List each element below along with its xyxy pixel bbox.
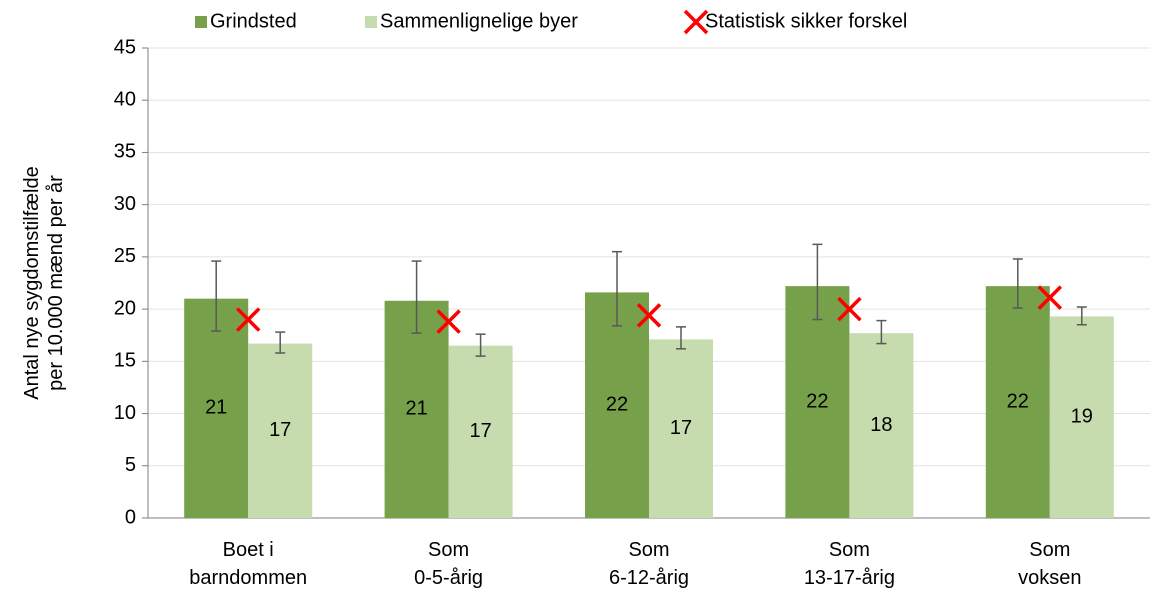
y-tick-label: 35 [114, 141, 136, 163]
y-tick-label: 5 [125, 454, 136, 476]
legend-label: Statistisk sikker forskel [705, 10, 907, 32]
x-tick-label: Boet i barndommen [189, 539, 307, 589]
legend-swatch [195, 16, 207, 28]
y-axis-title: Antal nye sygdomstilfælde per 10.000 mænd… [21, 166, 67, 399]
marker-stroke [636, 303, 662, 328]
value-label: 22 [606, 393, 628, 415]
y-tick-label: 30 [114, 193, 136, 215]
y-tick-label: 20 [114, 297, 136, 319]
y-tick-label: 0 [125, 506, 136, 528]
marker-stroke [1037, 285, 1063, 310]
significance-marker [636, 303, 662, 328]
significance-marker [1037, 285, 1063, 310]
x-tick-label: Som 13-17-årig [804, 539, 895, 589]
significance-marker [235, 307, 261, 332]
bar [248, 343, 313, 518]
x-tick-label: Som 0-5-årig [414, 539, 483, 589]
legend-swatch [365, 16, 377, 28]
value-label: 19 [1071, 405, 1093, 427]
value-label: 18 [870, 414, 892, 436]
bar [785, 286, 850, 518]
bar [384, 300, 449, 518]
y-tick-label: 45 [114, 36, 136, 58]
y-tick-label: 25 [114, 245, 136, 267]
significance-marker [837, 296, 862, 322]
value-label: 22 [1007, 390, 1029, 412]
bar [448, 345, 513, 518]
legend-marker [683, 9, 709, 35]
x-tick-label: Som voksen [1018, 539, 1081, 589]
marker-stroke [436, 309, 461, 334]
marker-stroke [683, 9, 709, 35]
legend-label: Grindsted [210, 10, 297, 32]
value-label: 21 [405, 398, 427, 420]
bar [1049, 316, 1114, 518]
marker-stroke [837, 296, 862, 322]
y-tick-label: 10 [114, 402, 136, 424]
bar [985, 286, 1050, 518]
bar [184, 298, 249, 518]
x-tick-label: Som 6-12-årig [609, 539, 689, 589]
bar [849, 333, 914, 518]
value-label: 17 [469, 420, 491, 442]
bar [649, 339, 713, 518]
legend-label: Sammenlignelige byer [380, 10, 578, 32]
bar [585, 292, 649, 518]
y-tick-label: 40 [114, 89, 136, 111]
marker-stroke [235, 307, 261, 332]
value-label: 17 [670, 417, 692, 439]
value-label: 17 [269, 419, 291, 441]
y-tick-label: 15 [114, 350, 136, 372]
significance-marker [436, 309, 461, 334]
value-label: 21 [205, 397, 227, 419]
value-label: 22 [806, 390, 828, 412]
